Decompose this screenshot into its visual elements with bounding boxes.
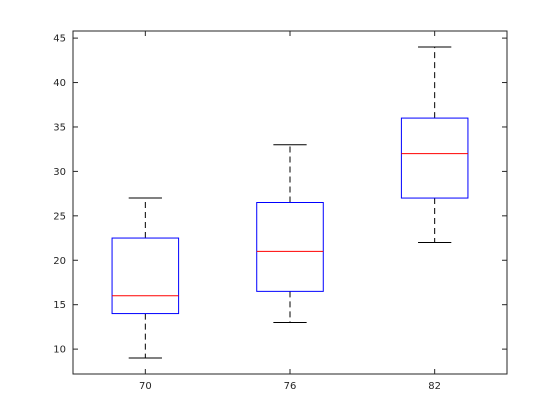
iqr-box (400, 117, 469, 199)
x-tick-label: 82 (428, 381, 441, 392)
y-tick-label: 35 (53, 122, 66, 133)
y-tick-label: 25 (53, 211, 66, 222)
box-82 (400, 46, 469, 243)
box-series (111, 46, 469, 359)
y-tick-label: 30 (53, 167, 66, 178)
iqr-box (111, 237, 180, 315)
box-76 (256, 144, 324, 323)
x-tick-label: 70 (139, 381, 152, 392)
box-70 (111, 197, 180, 359)
y-tick-label: 15 (53, 300, 66, 311)
x-tick-label: 76 (284, 381, 297, 392)
y-axis: 10 15 20 25 30 35 40 45 (53, 34, 507, 356)
x-axis: 70 76 82 (139, 31, 441, 392)
y-tick-label: 45 (53, 34, 66, 45)
iqr-box (256, 202, 324, 292)
y-tick-label: 40 (53, 78, 66, 89)
y-tick-label: 20 (53, 256, 66, 267)
y-tick-label: 10 (53, 345, 66, 356)
